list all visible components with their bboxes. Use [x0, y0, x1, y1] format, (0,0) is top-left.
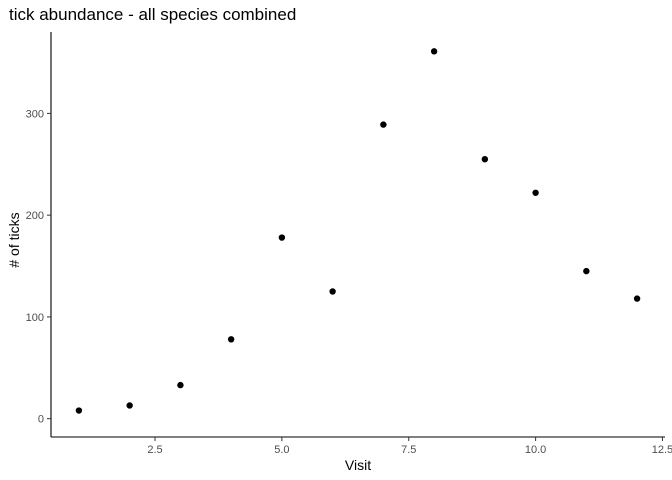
- data-point: [633, 295, 641, 302]
- chart-title: tick abundance - all species combined: [9, 5, 296, 24]
- x-tick-label: 5.0: [274, 444, 289, 456]
- x-tick-label: 10.0: [525, 444, 546, 456]
- y-axis-title: # of ticks: [6, 212, 22, 267]
- data-point: [329, 288, 336, 295]
- data-point: [227, 336, 235, 343]
- data-point: [532, 189, 539, 196]
- x-tick-label: 7.5: [401, 444, 416, 456]
- y-tick-label: 0: [38, 414, 44, 426]
- data-point: [75, 407, 83, 414]
- data-point: [583, 267, 590, 275]
- x-tick-label: 2.5: [147, 444, 162, 456]
- y-tick-label: 100: [26, 312, 44, 324]
- y-tick-label: 300: [26, 108, 44, 120]
- data-point: [278, 234, 286, 241]
- data-point: [126, 402, 133, 409]
- plot-area: 0 100 200 300 2.5 5.0 7.5 10.0 12.5: [26, 32, 672, 456]
- x-tick-label: 12.5: [652, 444, 672, 456]
- data-point: [177, 381, 184, 389]
- y-tick-label: 200: [26, 210, 44, 222]
- data-point: [380, 121, 387, 128]
- data-point: [481, 155, 489, 163]
- data-point: [430, 48, 438, 55]
- x-axis-title: Visit: [345, 457, 371, 473]
